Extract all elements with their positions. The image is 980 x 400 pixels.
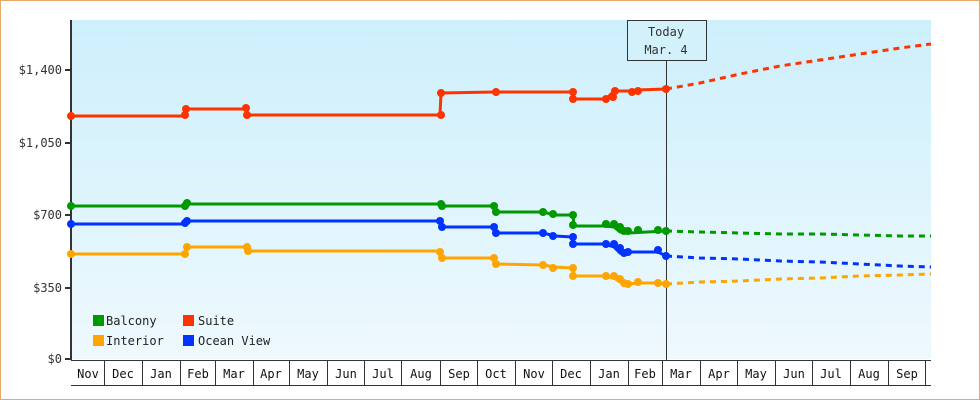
x-label: Jul — [372, 367, 394, 381]
x-label: Feb — [634, 367, 656, 381]
y-label: $1,050 — [19, 136, 62, 150]
x-label: Jun — [335, 367, 357, 381]
x-label: May — [745, 367, 767, 381]
x-label: Feb — [187, 367, 209, 381]
x-tick-labels: Nov Dec Jan Feb Mar Apr May Jun Jul Aug … — [77, 367, 918, 381]
x-label: Sep — [896, 367, 918, 381]
x-label: Jul — [820, 367, 842, 381]
x-label: Jun — [783, 367, 805, 381]
legend-item-interior[interactable]: Interior — [93, 334, 164, 348]
today-date: Mar. 4 — [644, 43, 687, 57]
suite-swatch-icon — [183, 315, 194, 326]
x-label: Nov — [77, 367, 99, 381]
y-label: $350 — [33, 281, 62, 295]
y-tick-labels: $1,400 $1,050 $700 $350 $0 — [19, 63, 62, 366]
x-label: Sep — [448, 367, 470, 381]
x-label: Dec — [112, 367, 134, 381]
x-label: Oct — [485, 367, 507, 381]
legend-item-balcony[interactable]: Balcony — [93, 314, 157, 328]
series-ocean-view — [67, 217, 932, 269]
y-label: $0 — [48, 352, 62, 366]
x-label: Apr — [260, 367, 282, 381]
x-label: May — [297, 367, 319, 381]
legend-item-suite[interactable]: Suite — [183, 314, 234, 328]
series-balcony — [67, 199, 931, 238]
x-label: Apr — [708, 367, 730, 381]
ocean-view-swatch-icon — [183, 335, 194, 346]
plot-area — [71, 20, 931, 359]
x-label: Aug — [858, 367, 880, 381]
x-label: Jan — [598, 367, 620, 381]
series-interior — [67, 243, 932, 288]
x-label: Mar — [670, 367, 692, 381]
x-label: Jan — [150, 367, 172, 381]
series-suite — [67, 42, 932, 120]
legend-label: Ocean View — [198, 334, 271, 348]
legend-item-ocean-view[interactable]: Ocean View — [183, 334, 271, 348]
x-label: Aug — [410, 367, 432, 381]
y-ticks — [65, 69, 71, 360]
legend-label: Balcony — [106, 314, 157, 328]
y-label: $1,400 — [19, 63, 62, 77]
y-label: $700 — [33, 208, 62, 222]
x-label: Dec — [560, 367, 582, 381]
legend-label: Suite — [198, 314, 234, 328]
legend-label: Interior — [106, 334, 164, 348]
today-marker: Today Mar. 4 — [627, 20, 707, 360]
interior-swatch-icon — [93, 335, 104, 346]
x-axis — [71, 360, 931, 386]
today-label: Today — [648, 25, 684, 39]
x-label: Mar — [223, 367, 245, 381]
legend: Balcony Suite Interior Ocean View — [93, 314, 271, 348]
balcony-swatch-icon — [93, 315, 104, 326]
x-label: Nov — [523, 367, 545, 381]
